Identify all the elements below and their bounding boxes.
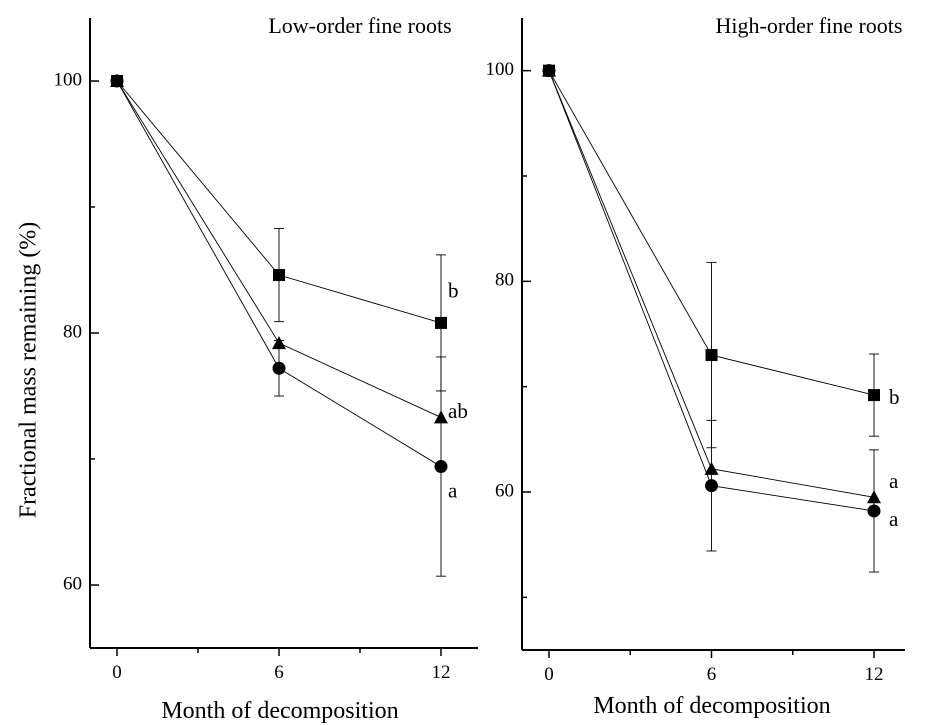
y-tick-label: 100 xyxy=(54,69,83,90)
x-tick-label: 6 xyxy=(274,662,284,683)
chart-title-high-order: High-order fine roots xyxy=(716,13,903,38)
y-tick-label: 80 xyxy=(495,270,514,291)
significance-label: ab xyxy=(448,399,468,423)
x-axis-title-low-order: Month of decomposition xyxy=(161,698,398,724)
x-tick-label: 0 xyxy=(112,662,122,683)
x-tick-label: 6 xyxy=(707,664,717,685)
data-point-circle xyxy=(435,460,448,473)
data-point-circle xyxy=(273,362,286,375)
significance-label: b xyxy=(889,385,900,409)
data-point-circle xyxy=(111,75,124,88)
y-tick-label: 100 xyxy=(486,59,515,80)
y-tick-label: 60 xyxy=(63,573,82,594)
significance-label: a xyxy=(889,507,899,531)
chart-high-order: High-order fine roots Month of decomposi… xyxy=(486,13,906,719)
significance-label: a xyxy=(448,478,458,502)
data-point-square xyxy=(273,269,285,281)
chart-low-order: Low-order fine roots Month of decomposit… xyxy=(54,13,479,724)
x-tick-label: 12 xyxy=(865,664,884,685)
data-point-square xyxy=(868,389,880,401)
data-point-square xyxy=(706,349,718,361)
data-point-circle xyxy=(543,64,556,77)
data-point-square xyxy=(435,317,447,329)
data-point-circle xyxy=(705,479,718,492)
x-axis-title-high-order: Month of decomposition xyxy=(593,693,830,719)
chart-title-low-order: Low-order fine roots xyxy=(268,13,451,38)
y-tick-label: 80 xyxy=(63,321,82,342)
y-tick-label: 60 xyxy=(495,480,514,501)
data-point-circle xyxy=(868,504,881,517)
significance-label: b xyxy=(448,279,459,303)
x-tick-label: 0 xyxy=(544,664,554,685)
significance-label: a xyxy=(889,469,899,493)
x-tick-label: 12 xyxy=(432,662,451,683)
y-axis-title: Fractional mass remaining (%) xyxy=(16,222,42,519)
